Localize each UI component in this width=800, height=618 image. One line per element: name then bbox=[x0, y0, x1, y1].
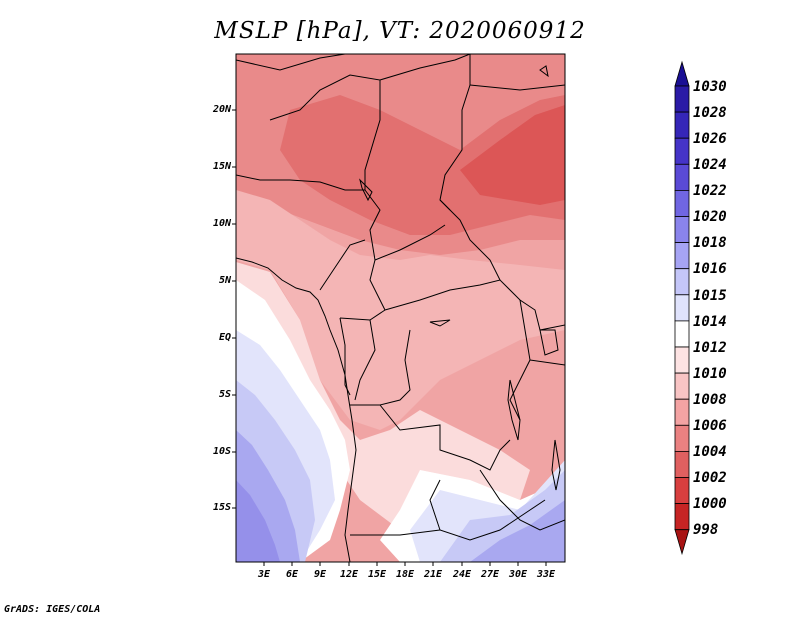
colorbar-segment bbox=[674, 503, 690, 531]
border-libya bbox=[379, 54, 471, 81]
lat-label-5s: 5S bbox=[218, 389, 231, 400]
border-angola-zambia bbox=[379, 404, 511, 471]
lon-label-24e: 24E bbox=[452, 569, 472, 580]
colorbar-segment bbox=[674, 268, 690, 296]
lat-label-20n: 20N bbox=[212, 104, 231, 115]
colorbar-segment bbox=[674, 294, 690, 322]
colorbar-segment bbox=[674, 346, 690, 374]
lake-malawi bbox=[551, 439, 561, 491]
border-nigeria-cameroon bbox=[319, 239, 366, 291]
colorbar-segment bbox=[674, 424, 690, 452]
colorbar-label-1028: 1028 bbox=[693, 105, 727, 121]
colorbar-segment bbox=[674, 242, 690, 270]
colorbar-label-1020: 1020 bbox=[693, 209, 727, 225]
colorbar-label-1016: 1016 bbox=[693, 261, 727, 277]
colorbar-segment bbox=[674, 320, 690, 348]
field-1002-core bbox=[460, 105, 565, 205]
lon-label-21e: 21E bbox=[423, 569, 443, 580]
field-1004-core bbox=[280, 95, 565, 235]
lake-tanganyika bbox=[507, 379, 521, 441]
colorbar-label-1000: 1000 bbox=[693, 496, 727, 512]
colorbar-label-1012: 1012 bbox=[693, 340, 727, 356]
lake-inland bbox=[429, 319, 451, 327]
colorbar bbox=[674, 60, 690, 556]
border-car-drc bbox=[384, 279, 541, 331]
colorbar-top-arrow bbox=[674, 60, 690, 87]
colorbar-segment bbox=[674, 137, 690, 165]
lat-label-10s: 10S bbox=[212, 446, 231, 457]
lon-label-33e: 33E bbox=[536, 569, 556, 580]
colorbar-segment bbox=[674, 398, 690, 426]
colorbar-label-1006: 1006 bbox=[693, 418, 727, 434]
colorbar-label-1002: 1002 bbox=[693, 470, 727, 486]
atlantic-coastline bbox=[236, 257, 357, 562]
border-kenya-tanzania bbox=[529, 359, 565, 366]
colorbar-segment bbox=[674, 189, 690, 217]
border-south-sudan bbox=[439, 199, 501, 281]
colorbar-label-1004: 1004 bbox=[693, 444, 727, 460]
border-namibia bbox=[350, 529, 441, 536]
axis-ticks bbox=[232, 109, 547, 566]
colorbar-label-1018: 1018 bbox=[693, 235, 727, 251]
lon-label-12e: 12E bbox=[339, 569, 359, 580]
border-nigeria-north bbox=[236, 174, 365, 191]
footer-credit: GrADS: IGES/COLA bbox=[4, 604, 101, 615]
colorbar-segment bbox=[674, 163, 690, 191]
colorbar-segment bbox=[674, 450, 690, 478]
border-uganda-kenya bbox=[539, 324, 565, 331]
colorbar-segment bbox=[674, 85, 690, 113]
lon-label-15e: 15E bbox=[367, 569, 387, 580]
border-algeria bbox=[236, 54, 346, 71]
colorbar-label-1010: 1010 bbox=[693, 366, 727, 382]
lake-chad bbox=[359, 178, 373, 202]
colorbar-label-1030: 1030 bbox=[693, 79, 727, 95]
colorbar-label-1026: 1026 bbox=[693, 131, 727, 147]
map-title: MSLP [hPa], VT: 2020060912 bbox=[214, 18, 586, 44]
colorbar-label-1014: 1014 bbox=[693, 314, 727, 330]
lon-label-3e: 3E bbox=[257, 569, 271, 580]
colorbar-segment bbox=[674, 372, 690, 400]
colorbar-label-1015: 1015 bbox=[693, 288, 727, 304]
border-congo-river bbox=[354, 319, 376, 401]
border-zambia-zimbabwe bbox=[429, 479, 546, 541]
field-1010-band bbox=[236, 190, 565, 430]
lon-label-18e: 18E bbox=[395, 569, 415, 580]
country-boundaries bbox=[236, 54, 565, 562]
lat-label-5n: 5N bbox=[218, 275, 231, 286]
colorbar-segment bbox=[674, 477, 690, 505]
field-1020-band bbox=[236, 480, 280, 562]
map-frame bbox=[235, 53, 566, 563]
colorbar-segment bbox=[674, 216, 690, 244]
border-egypt bbox=[469, 84, 565, 91]
colorbar-segment bbox=[674, 111, 690, 139]
lon-label-9e: 9E bbox=[313, 569, 327, 580]
lake-victoria bbox=[539, 329, 559, 356]
lon-label-30e: 30E bbox=[508, 569, 528, 580]
border-mozambique bbox=[479, 469, 565, 531]
border-niger bbox=[269, 74, 381, 190]
lat-label-15n: 15N bbox=[212, 161, 231, 172]
field-1012-band bbox=[236, 262, 530, 540]
border-drc-angola bbox=[350, 329, 411, 406]
colorbar-label-1008: 1008 bbox=[693, 392, 727, 408]
border-lakes-east bbox=[509, 299, 531, 421]
colorbar-bottom-arrow bbox=[674, 529, 690, 556]
lake-nasser bbox=[539, 65, 549, 78]
lat-label-10n: 10N bbox=[212, 218, 231, 229]
pressure-field bbox=[236, 54, 565, 562]
border-chad-car bbox=[374, 224, 446, 261]
colorbar-label-1024: 1024 bbox=[693, 157, 727, 173]
field-1018-south bbox=[470, 500, 565, 562]
colorbar-label-1022: 1022 bbox=[693, 183, 727, 199]
lon-label-27e: 27E bbox=[480, 569, 500, 580]
lon-label-6e: 6E bbox=[285, 569, 299, 580]
lat-label-eq: EQ bbox=[218, 332, 231, 343]
lat-label-15s: 15S bbox=[212, 502, 231, 513]
colorbar-label-998: 998 bbox=[693, 522, 719, 538]
border-gabon-south bbox=[339, 317, 351, 396]
